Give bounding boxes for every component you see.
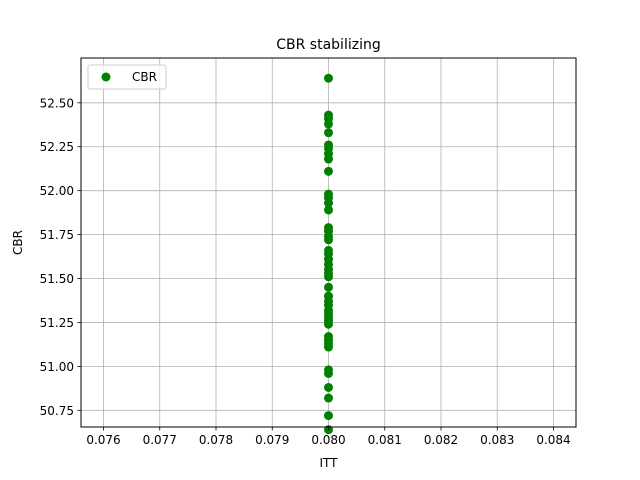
legend-marker bbox=[101, 72, 111, 82]
legend: CBR bbox=[87, 64, 167, 90]
data-point bbox=[324, 198, 333, 208]
x-axis-label: ITT bbox=[320, 456, 339, 470]
legend-label: CBR bbox=[132, 70, 157, 84]
y-axis-ticks: 50.75 51.00 51.25 51.50 51.75 52.00 52.25 52.50 bbox=[40, 96, 81, 418]
data-point bbox=[324, 272, 333, 282]
data-point bbox=[324, 411, 333, 421]
x-tick-label: 0.082 bbox=[424, 433, 458, 447]
x-tick-label: 0.079 bbox=[255, 433, 289, 447]
data-point bbox=[324, 73, 333, 83]
x-tick-label: 0.077 bbox=[143, 433, 177, 447]
data-point bbox=[324, 382, 333, 392]
y-tick-label: 51.25 bbox=[40, 316, 74, 330]
y-tick-label: 51.50 bbox=[40, 272, 74, 286]
x-axis-ticks: 0.076 0.077 0.078 0.079 0.080 0.081 0.082 0.083… bbox=[86, 427, 571, 447]
data-point bbox=[324, 166, 333, 176]
y-tick-label: 51.75 bbox=[40, 228, 74, 242]
data-point bbox=[324, 205, 333, 215]
data-points bbox=[324, 73, 333, 435]
y-axis-label: CBR bbox=[11, 230, 25, 255]
data-point bbox=[324, 342, 333, 352]
data-point bbox=[324, 235, 333, 245]
y-tick-label: 51.00 bbox=[40, 360, 74, 374]
x-tick-label: 0.080 bbox=[311, 433, 345, 447]
data-point bbox=[324, 119, 333, 129]
y-tick-label: 52.00 bbox=[40, 184, 74, 198]
chart-title: CBR stabilizing bbox=[276, 37, 380, 53]
x-tick-label: 0.084 bbox=[536, 433, 570, 447]
data-point bbox=[324, 128, 333, 138]
y-tick-label: 52.50 bbox=[40, 96, 74, 110]
x-tick-label: 0.076 bbox=[86, 433, 120, 447]
data-point bbox=[324, 393, 333, 403]
data-point bbox=[324, 368, 333, 378]
y-tick-label: 50.75 bbox=[40, 404, 74, 418]
data-point bbox=[324, 319, 333, 329]
data-point bbox=[324, 154, 333, 164]
data-point bbox=[324, 282, 333, 292]
x-tick-label: 0.081 bbox=[368, 433, 402, 447]
y-tick-label: 52.25 bbox=[40, 140, 74, 154]
legend-box bbox=[87, 64, 167, 90]
x-tick-label: 0.083 bbox=[480, 433, 514, 447]
x-tick-label: 0.078 bbox=[199, 433, 233, 447]
